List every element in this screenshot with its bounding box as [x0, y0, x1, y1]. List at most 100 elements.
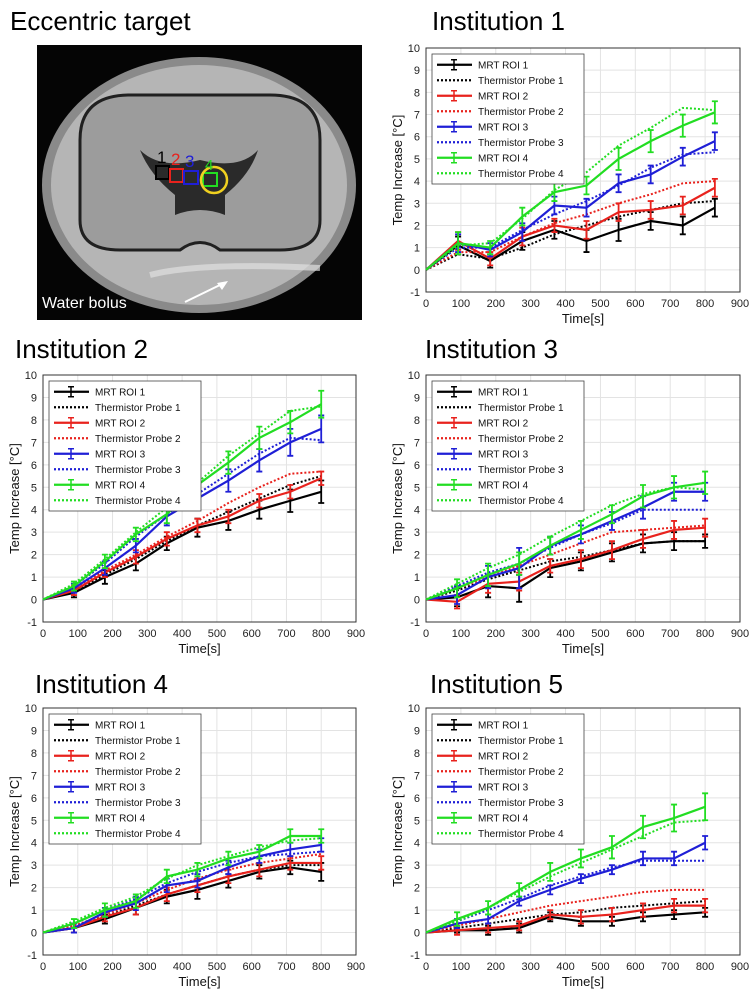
- error-bar: [256, 425, 263, 450]
- x-tick-label: 300: [521, 298, 539, 310]
- y-tick-label: 8: [414, 415, 420, 427]
- series-line: [42, 477, 322, 601]
- x-tick-label: 600: [626, 628, 644, 640]
- legend-label: MRT ROI 2: [95, 751, 146, 762]
- legend-box: [48, 380, 202, 512]
- error-bar: [679, 113, 686, 138]
- y-tick-label: 0: [414, 265, 420, 277]
- annotation-arrow: [184, 283, 223, 303]
- water-bolus: [149, 263, 321, 278]
- y-tick-label: -1: [27, 617, 37, 629]
- legend: MRT ROI 1 Thermistor Probe 1 MRT ROI 2 Ther…: [48, 380, 202, 512]
- series-line: [42, 470, 322, 601]
- x-tick-label: 700: [277, 628, 295, 640]
- error-bar: [132, 526, 139, 543]
- x-tick-label: 100: [452, 298, 470, 310]
- series-line: [425, 111, 716, 271]
- chart-title: Institution 1: [432, 6, 565, 36]
- legend-label: Thermistor Probe 3: [95, 465, 181, 476]
- x-axis-label: Time[s]: [562, 311, 604, 326]
- plot-frame: [425, 47, 741, 293]
- series-line: [42, 861, 322, 934]
- x-tick-label: 200: [487, 961, 505, 973]
- roi-label: 2: [171, 150, 180, 169]
- legend-swatch: [451, 479, 457, 491]
- series-line: [425, 911, 706, 934]
- y-axis-label: Temp Increase [°C]: [390, 443, 405, 554]
- y-tick-label: 2: [31, 883, 37, 895]
- x-tick-label: 800: [696, 961, 714, 973]
- legend-box: [431, 713, 585, 845]
- series-line: [42, 837, 322, 934]
- y-tick-label: 5: [414, 482, 420, 494]
- x-tick-label: 800: [696, 298, 714, 310]
- error-bar: [608, 906, 615, 923]
- y-tick-label: 7: [414, 437, 420, 449]
- legend-label: MRT ROI 1: [478, 60, 529, 71]
- y-tick-label: 5: [31, 482, 37, 494]
- y-tick-label: 8: [31, 748, 37, 760]
- y-axis-label: Temp Increase [°C]: [390, 776, 405, 887]
- plot-frame: [425, 374, 741, 623]
- x-tick-label: 100: [69, 628, 87, 640]
- y-tick-label: 6: [31, 460, 37, 472]
- legend: MRT ROI 1 Thermistor Probe 1 MRT ROI 2 Ther…: [431, 53, 585, 185]
- error-bar: [711, 131, 718, 151]
- error-bar: [640, 484, 647, 509]
- chart-title: Institution 2: [15, 334, 148, 364]
- y-tick-label: 2: [414, 550, 420, 562]
- legend-swatch: [68, 479, 74, 491]
- x-tick-label: 400: [556, 628, 574, 640]
- error-bar: [547, 909, 554, 920]
- x-axis-label: Time[s]: [178, 641, 220, 656]
- error-bar: [318, 389, 325, 419]
- x-tick-label: 900: [731, 298, 749, 310]
- error-bar: [671, 520, 678, 540]
- error-bar: [615, 146, 622, 171]
- error-bar: [679, 146, 686, 167]
- legend-label: MRT ROI 1: [478, 720, 529, 731]
- series-line: [425, 526, 706, 603]
- legend-swatch: [451, 417, 457, 429]
- y-tick-label: 2: [31, 550, 37, 562]
- chart-title: Institution 4: [35, 669, 168, 699]
- y-tick-label: 3: [31, 860, 37, 872]
- legend-label: Thermistor Probe 3: [95, 798, 181, 809]
- x-tick-label: 0: [423, 628, 429, 640]
- y-tick-label: 8: [31, 415, 37, 427]
- legend-label: MRT ROI 1: [95, 387, 146, 398]
- legend-swatch: [451, 719, 457, 731]
- legend-label: MRT ROI 4: [95, 480, 146, 491]
- legend-label: Thermistor Probe 2: [478, 767, 564, 778]
- error-bar: [547, 558, 554, 574]
- legend-label: MRT ROI 4: [95, 813, 146, 824]
- y-tick-label: -1: [410, 287, 420, 299]
- y-tick-label: 9: [31, 725, 37, 737]
- legend-box: [431, 380, 585, 512]
- y-tick-label: 1: [31, 905, 37, 917]
- plot-frame: [42, 707, 357, 956]
- x-tick-label: 100: [69, 961, 87, 973]
- y-tick-label: 4: [31, 505, 37, 517]
- legend-box: [431, 53, 585, 185]
- error-bar: [577, 848, 584, 869]
- series-line: [425, 180, 715, 271]
- x-tick-label: 800: [696, 628, 714, 640]
- legend-label: MRT ROI 4: [478, 480, 529, 491]
- legend-swatch: [68, 417, 74, 429]
- error-bar: [455, 231, 462, 256]
- legend-label: Thermistor Probe 3: [478, 138, 564, 149]
- y-tick-label: 9: [414, 65, 420, 77]
- legend-label: Thermistor Probe 2: [95, 767, 181, 778]
- legend: MRT ROI 1 Thermistor Probe 1 MRT ROI 2 Ther…: [431, 713, 585, 845]
- x-tick-label: 300: [521, 628, 539, 640]
- annotation: Water bolus: [42, 295, 127, 312]
- legend-label: Thermistor Probe 2: [478, 107, 564, 118]
- series-line: [42, 405, 322, 601]
- legend-swatch: [451, 59, 457, 71]
- error-bar: [702, 517, 709, 538]
- x-tick-label: 300: [138, 961, 156, 973]
